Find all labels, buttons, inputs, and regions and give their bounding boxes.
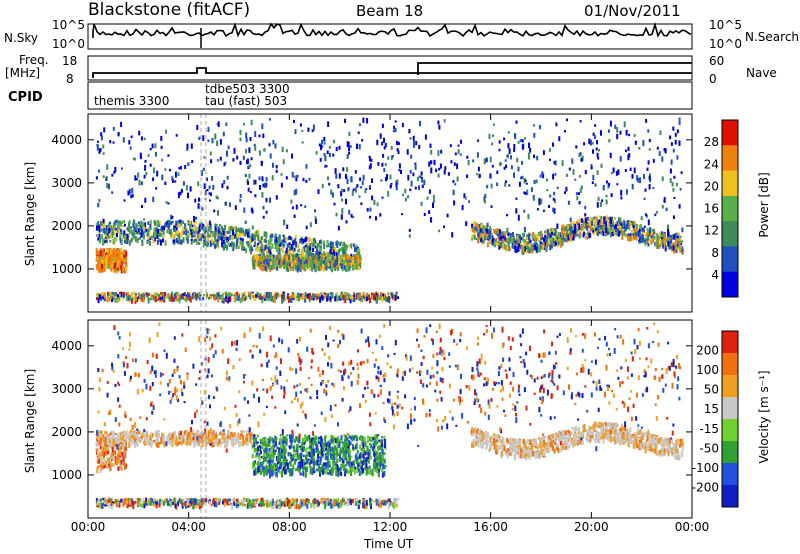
- velocity-colorbar-tick-label: 50: [704, 383, 719, 397]
- noise-tick-low-left: 10^0: [52, 37, 85, 51]
- power-ytick-label: 1000: [51, 262, 82, 276]
- power-colorbar-tick-label: 8: [711, 246, 719, 260]
- power-colorbar-tick-label: 20: [704, 179, 719, 193]
- power-colorbar-tick-label: 12: [704, 224, 719, 238]
- power-colorbar-swatch: [722, 120, 738, 146]
- power-colorbar-tick-label: 28: [704, 135, 719, 149]
- velocity-ytick-label: 3000: [51, 382, 82, 396]
- colorbars: 4 8 12 16 20 24 28 -200 -100 -50 -15 15 50 100 200: [692, 119, 739, 508]
- velocity-colorbar-tick-label: -15: [699, 422, 719, 436]
- velocity-colorbar-frame: [721, 330, 739, 508]
- power-ground-band: [96, 291, 400, 304]
- velocity-colorbar-tick-label: 100: [696, 363, 719, 377]
- nave-trace: [417, 62, 692, 75]
- velocity-ground-band: [95, 497, 399, 510]
- power-ylabel: Slant Range [km]: [23, 161, 37, 267]
- velocity-colorbar-tick-label: -50: [699, 441, 719, 455]
- nsearch-label: N.Search: [745, 30, 800, 44]
- freq-trace: [92, 67, 692, 78]
- cpid-label: CPID: [8, 90, 43, 105]
- velocity-band-main: [95, 429, 254, 448]
- x-axis-label: Time UT: [364, 537, 414, 551]
- velocity-colorbar-swatch: [722, 353, 738, 376]
- velocity-colorbar-tick-label: 200: [696, 344, 719, 358]
- power-colorbar-swatch: [722, 246, 738, 273]
- freq-panel-frame: [87, 55, 693, 81]
- velocity-colorbar-tick-label: -200: [692, 480, 719, 494]
- xtick-label: 12:00: [373, 520, 408, 534]
- noise-tick-low-right: 10^0: [709, 37, 742, 51]
- power-colorbar-swatch: [722, 195, 738, 222]
- power-panel-frame: [87, 113, 693, 313]
- freq-tick-high: 18: [62, 54, 78, 68]
- xtick-label: 08:00: [272, 520, 307, 534]
- velocity-colorbar-tick-label: -100: [692, 461, 719, 475]
- cpid-entry-themis: themis 3300: [94, 94, 170, 108]
- nsky-label: N.Sky: [4, 31, 39, 45]
- velocity-colorbar-label: Velocity [m s⁻¹]: [757, 370, 771, 464]
- velocity-ytick-label: 4000: [51, 339, 82, 353]
- power-colorbar-tick-label: 16: [704, 202, 719, 216]
- scatter-backdrop: [92, 21, 692, 518]
- velocity-colorbar-swatch: [722, 375, 738, 398]
- power-ytick-label: 2000: [51, 219, 82, 233]
- power-patch-early: [95, 247, 128, 274]
- velocity-colorbar-swatch: [722, 331, 738, 354]
- axis-ticks: 1000 2000 3000 4000 1000 2000 3000 4000 00:00 04:…: [51, 114, 709, 534]
- freq-tick-low: 8: [66, 72, 74, 86]
- velocity-panel-frame: [87, 319, 693, 519]
- cpid-entry-tau-fast: tau (fast) 503: [205, 94, 288, 108]
- xtick-label: 00:00: [675, 520, 710, 534]
- xtick-label: 16:00: [473, 520, 508, 534]
- xtick-label: 04:00: [171, 520, 206, 534]
- velocity-ylabel: Slant Range [km]: [23, 368, 37, 474]
- station-title: Blackstone (fitACF): [88, 0, 251, 20]
- xtick-label: 00:00: [71, 520, 106, 534]
- power-ytick-label: 4000: [51, 133, 82, 147]
- velocity-ytick-label: 2000: [51, 425, 82, 439]
- nave-tick-high: 60: [709, 54, 725, 68]
- noise-tick-high-left: 10^5: [52, 18, 85, 32]
- velocity-colorbar-swatch: [722, 397, 738, 420]
- power-colorbar-tick-label: 4: [711, 268, 719, 282]
- power-colorbar-swatch: [722, 221, 738, 247]
- cpid-entry-tdbe503: tdbe503 3300: [205, 82, 290, 96]
- power-colorbar-swatch: [722, 145, 738, 172]
- velocity-band-evening: [470, 421, 684, 461]
- noise-tick-high-right: 10^5: [709, 18, 742, 32]
- power-ytick-label: 3000: [51, 176, 82, 190]
- nave-label: Nave: [746, 66, 777, 80]
- power-colorbar-frame: [721, 119, 739, 298]
- velocity-colorbar-swatch: [722, 463, 738, 486]
- date-label: 01/Nov/2011: [584, 2, 681, 20]
- velocity-scatter: [96, 322, 684, 453]
- power-colorbar-label: Power [dB]: [757, 172, 771, 238]
- velocity-colorbar-swatch: [722, 419, 738, 442]
- power-scatter: [95, 117, 684, 243]
- xtick-label: 20:00: [574, 520, 609, 534]
- cpid-panel-frame: [87, 81, 693, 110]
- power-band-low: [251, 253, 362, 273]
- velocity-band-green: [251, 434, 387, 479]
- power-colorbar-swatch: [722, 271, 738, 298]
- power-colorbar-tick-label: 24: [704, 157, 719, 171]
- noise-panel-frame: [87, 23, 693, 50]
- power-colorbar-swatch: [722, 170, 738, 197]
- velocity-ytick-label: 1000: [51, 468, 82, 482]
- power-band-evening: [471, 215, 684, 255]
- velocity-colorbar-swatch: [722, 485, 738, 508]
- noise-trace: [92, 21, 692, 38]
- freq-unit-label: [MHz]: [5, 66, 41, 80]
- velocity-colorbar-swatch: [722, 441, 738, 464]
- freq-label: Freq.: [19, 53, 49, 67]
- velocity-colorbar-tick-label: 15: [704, 402, 719, 416]
- nave-tick-low: 0: [709, 72, 717, 86]
- beam-label: Beam 18: [356, 2, 424, 20]
